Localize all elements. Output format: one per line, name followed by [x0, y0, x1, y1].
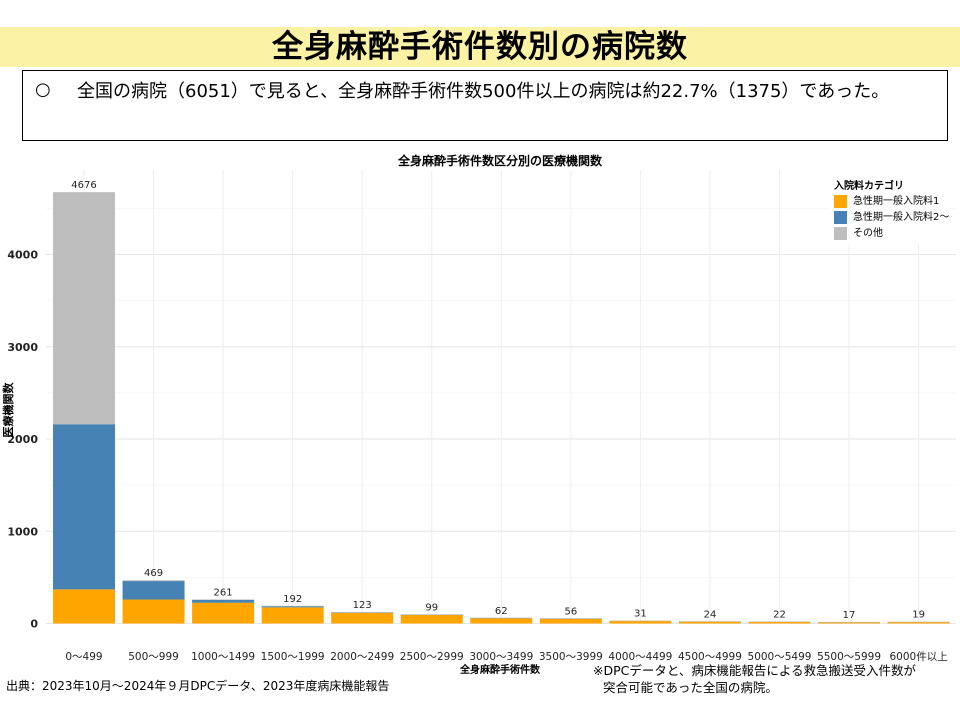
chart-title: 全身麻酔手術件数区分別の医療機関数 — [397, 154, 602, 168]
legend-item-ippan2-6: 急性期一般入院料2～6 — [834, 210, 950, 239]
bar-total-label: 62 — [495, 606, 508, 617]
x-axis-label: 全身麻酔手術件数 — [460, 665, 540, 676]
summary-box: ○ 全国の病院（6051）で見ると、全身麻酔手術件数500件以上の病院は約22.… — [22, 70, 948, 141]
footnote: ※DPCデータと、病床機能報告による救急搬送受入件数が 突合可能であった全国の病… — [593, 662, 916, 696]
bar-segment-other — [748, 621, 811, 623]
bar-segment-ippan2-6 — [122, 581, 185, 600]
x-tick-label: 6000件以上 — [889, 651, 947, 663]
bar-total-label: 24 — [704, 609, 717, 620]
bar-segment-ippan2-6 — [192, 599, 255, 603]
legend-item-other: その他 — [834, 226, 883, 242]
x-tick-label: 0～499 — [65, 651, 102, 663]
bar-total-label: 56 — [564, 606, 577, 617]
legend-swatch-blue — [834, 210, 847, 224]
x-tick-label: 1500～1999 — [261, 651, 325, 663]
bar-segment-other — [53, 192, 115, 425]
bar-segment-ippan1 — [609, 620, 672, 624]
summary-bullet: ○ — [35, 79, 51, 100]
bar-segment-ippan1 — [400, 614, 463, 624]
bar-segment-ippan2-6 — [53, 424, 115, 590]
bar-segment-ippan1 — [539, 618, 602, 624]
bar-segment-ippan1 — [53, 589, 115, 624]
bar-segment-ippan1 — [331, 612, 394, 624]
legend-swatch-orange — [834, 194, 847, 208]
bar-segment-other — [400, 614, 463, 615]
legend-label: 急性期一般入院料1 — [853, 196, 940, 207]
bar-segment-ippan1 — [748, 621, 811, 624]
bar-segment-other — [539, 618, 602, 619]
bar-total-label: 17 — [843, 610, 856, 621]
bar-segment-ippan1 — [470, 617, 533, 624]
bar-segment-other — [609, 620, 672, 622]
x-tick-label: 5000～5499 — [748, 651, 812, 663]
bar-total-label: 123 — [353, 600, 372, 611]
y-tick-label: 1000 — [7, 525, 38, 538]
y-axis-label: 医療機関数 — [2, 382, 15, 438]
legend-label: その他 — [853, 228, 883, 239]
bar-segment-ippan1 — [192, 602, 255, 624]
bar-segment-ippan1 — [122, 599, 185, 624]
bar-segment-ippan1 — [887, 621, 950, 624]
bar-total-label: 261 — [214, 587, 233, 598]
bar-total-label: 99 — [425, 602, 438, 613]
y-tick-label: 4000 — [7, 249, 38, 262]
bar-segment-other — [678, 621, 741, 622]
x-tick-label: 5500～5999 — [817, 651, 881, 663]
bar-total-label: 22 — [773, 609, 786, 620]
bar-segment-other — [192, 599, 255, 601]
bar-segment-other — [122, 580, 185, 582]
bar-segment-ippan1 — [678, 621, 741, 624]
bar-segment-ippan1 — [261, 607, 324, 624]
bar-total-label: 469 — [144, 568, 163, 579]
x-tick-label: 2000～2499 — [330, 651, 394, 663]
chart-legend: 入院料カテゴリ 急性期一般入院料1 急性期一般入院料2～6 その他 — [828, 170, 950, 244]
legend-item-ippan1: 急性期一般入院料1 — [834, 194, 939, 210]
bar-segment-other — [887, 621, 950, 623]
bar-total-label: 4676 — [71, 180, 96, 191]
bar-segment-other — [470, 617, 533, 619]
legend-swatch-gray — [834, 226, 847, 240]
summary-text: 全国の病院（6051）で見ると、全身麻酔手術件数500件以上の病院は約22.7%… — [77, 81, 890, 102]
x-tick-label: 4500～4999 — [678, 651, 742, 663]
bar-total-label: 19 — [912, 610, 925, 621]
bar-segment-other — [818, 621, 881, 623]
bar-total-label: 31 — [634, 609, 647, 620]
bar-segment-other — [261, 605, 324, 607]
y-tick-label: 3000 — [7, 341, 38, 354]
bar-segment-ippan1 — [818, 622, 881, 624]
x-tick-label: 3500～3999 — [539, 651, 603, 663]
y-tick-label: 2000 — [7, 433, 38, 446]
x-tick-label: 3000～3499 — [469, 651, 533, 663]
source-note: 出典：2023年10月～2024年９月DPCデータ、2023年度病床機能報告 — [6, 679, 390, 693]
legend-title: 入院料カテゴリ — [834, 181, 904, 192]
x-tick-label: 500～999 — [128, 651, 179, 663]
x-tick-label: 4000～4499 — [608, 651, 672, 663]
x-tick-label: 2500～2999 — [400, 651, 464, 663]
title-banner — [0, 27, 960, 67]
footnote-line-1: ※DPCデータと、病床機能報告による救急搬送受入件数が — [593, 663, 916, 678]
bar-segment-other — [331, 612, 394, 613]
footnote-line-2: 突合可能であった全国の病院。 — [603, 680, 778, 695]
page-title: 全身麻酔手術件数別の病院数 — [272, 29, 688, 65]
x-tick-label: 1000～1499 — [191, 651, 255, 663]
bar-segment-ippan2-6 — [261, 606, 324, 608]
bar-total-label: 192 — [283, 594, 302, 605]
y-tick-label: 0 — [30, 618, 38, 631]
